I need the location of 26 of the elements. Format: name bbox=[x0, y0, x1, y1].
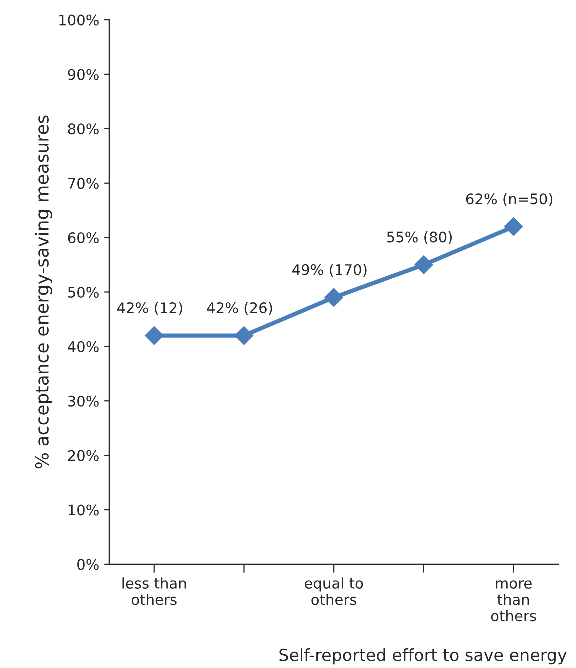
y-tick-label: 10% bbox=[68, 504, 99, 516]
x-tick-label: equal to others bbox=[305, 578, 364, 606]
point bbox=[414, 256, 434, 274]
y-tick-label: 100% bbox=[60, 14, 99, 26]
y-tick-label: 40% bbox=[68, 341, 99, 352]
data-label: 42% (26) bbox=[207, 302, 272, 316]
data-label: 55% (80) bbox=[387, 231, 452, 244]
x-axis-title: Self-reported effort to save energy bbox=[280, 648, 567, 665]
point bbox=[504, 218, 524, 236]
point bbox=[234, 326, 254, 346]
y-tick-label: 20% bbox=[68, 450, 99, 462]
point bbox=[145, 326, 164, 346]
data-label: 49% (170) bbox=[292, 264, 367, 278]
y-tick-label: 90% bbox=[68, 69, 99, 80]
y-axis-title: % acceptance energy-saving measures bbox=[34, 116, 52, 469]
x-tick-label: less than others bbox=[122, 578, 186, 606]
y-tick-label: 50% bbox=[68, 286, 99, 298]
y-tick-label: 80% bbox=[68, 124, 99, 135]
x-tick-label: more than others bbox=[491, 580, 536, 622]
y-tick-label: 70% bbox=[68, 178, 99, 190]
data-label: 62% (n=50) bbox=[466, 193, 553, 206]
y-tick-label: 0% bbox=[78, 559, 99, 570]
y-tick-label: 30% bbox=[68, 396, 99, 407]
data-label: 42% (12) bbox=[117, 302, 182, 316]
y-tick-label: 60% bbox=[68, 232, 99, 244]
point bbox=[324, 288, 344, 308]
